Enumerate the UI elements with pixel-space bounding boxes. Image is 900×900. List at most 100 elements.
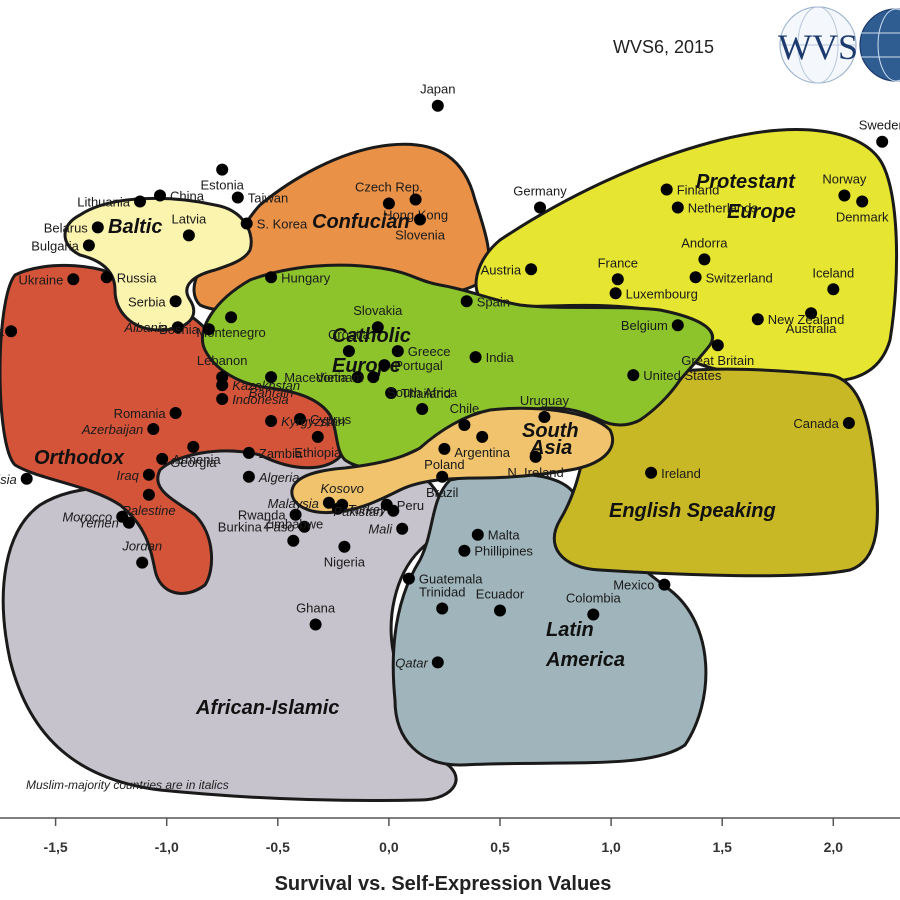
point-lithuania (134, 195, 146, 208)
region-south-asia (290, 406, 614, 515)
label-taiwan: Taiwan (248, 191, 288, 206)
region-label-latin-america-line1: Latin (546, 619, 594, 641)
label-poland: Poland (424, 457, 464, 472)
label-india: India (486, 350, 515, 365)
label-czech-rep: Czech Rep. (355, 180, 423, 195)
point-zimbabwe (287, 534, 300, 547)
label-zambia: Zambia (259, 446, 303, 461)
point-spain (460, 295, 473, 308)
point-latvia (182, 229, 195, 242)
x-tick-label: 1,5 (712, 839, 732, 855)
label-malaysia: Malaysia (268, 496, 319, 511)
label-brazil: Brazil (426, 485, 459, 500)
point-albania (171, 321, 184, 334)
label-cyprus: Cyprus (310, 412, 352, 427)
point-phillipines (458, 544, 471, 557)
point-armenia (156, 452, 169, 465)
label-azerbaijan: Azerbaijan (81, 422, 143, 437)
label-slovenia: Slovenia (395, 228, 446, 243)
label-china: China (170, 189, 205, 204)
label-romania: Romania (114, 406, 167, 421)
point-ireland (645, 466, 658, 479)
point-kazakhstan (216, 379, 229, 392)
label-luxembourg: Luxembourg (626, 286, 698, 301)
point-zambia (242, 446, 255, 459)
wvs-logo-text: WVS (778, 27, 858, 67)
point-brazil (436, 470, 449, 483)
label-palestine: Palestine (122, 503, 175, 518)
point-qatar (431, 656, 444, 669)
point-france (611, 273, 624, 286)
label-lithuania: Lithuania (77, 195, 131, 210)
point-ukraine (67, 273, 80, 286)
point-ecuador (494, 604, 506, 617)
label-new-zealand: New Zealand (768, 312, 845, 327)
x-tick-label: -0,5 (266, 839, 290, 855)
label-ukraine: Ukraine (19, 272, 64, 287)
x-tick-label: 2,0 (824, 839, 844, 855)
label-uruguay: Uruguay (520, 393, 570, 408)
region-layer (0, 128, 899, 803)
label-tunisia: Tunisia (0, 472, 17, 487)
label-bosnia: Bosnia (159, 322, 200, 337)
label-iraq: Iraq (116, 468, 139, 483)
label-hong-kong: Hong Kong (383, 208, 448, 223)
label-macedonia: Macedonia (284, 370, 348, 385)
label-great-britain: Great Britain (681, 353, 754, 368)
point-czech-rep (382, 197, 395, 210)
point-bahrain (265, 371, 278, 384)
point-iceland (827, 283, 840, 296)
label-slovakia: Slovakia (353, 303, 403, 318)
region-label-baltic: Baltic (108, 216, 162, 238)
point-serbia (169, 295, 182, 308)
point-vietnam (367, 371, 380, 384)
point-tunisia (20, 472, 33, 485)
region-protestant-europe (474, 128, 899, 383)
label-chile: Chile (450, 401, 480, 416)
label-burkina-faso: Burkina Faso (218, 520, 295, 535)
point-guatemala (402, 572, 415, 585)
point-mexico (658, 578, 671, 591)
point-germany (534, 201, 546, 214)
label-georgia: Georgia (170, 455, 217, 470)
label-iceland: Iceland (812, 265, 854, 280)
point-ghana (309, 618, 322, 631)
label-algeria: Algeria (258, 470, 299, 485)
label-nigeria: Nigeria (324, 555, 366, 570)
point-bosnia (202, 323, 215, 336)
x-tick-label: 0,0 (379, 839, 399, 855)
label-austria: Austria (481, 262, 522, 277)
label-russia: Russia (117, 270, 158, 285)
label-moldova: Moldova (0, 324, 5, 339)
label-turkey: Turkey (348, 502, 388, 517)
label-kyrgyzstan: Kyrgyzstan (281, 414, 345, 429)
label-estonia: Estonia (201, 178, 245, 193)
point-australia (805, 307, 818, 320)
x-tick-label: -1,5 (44, 839, 68, 855)
point-iraq (142, 468, 155, 481)
point-portugal (378, 359, 391, 372)
label-guatemala: Guatemala (419, 572, 483, 587)
point-chile (458, 419, 471, 431)
label-sweden: Sweden (859, 118, 900, 133)
point-montenegro (225, 311, 238, 324)
label-serbia: Serbia (128, 294, 166, 309)
label-bahrain: Bahrain (249, 385, 294, 400)
label-switzerland: Switzerland (706, 270, 773, 285)
region-label-orthodox: Orthodox (34, 447, 125, 469)
point-nigeria (338, 540, 351, 553)
label-hungary: Hungary (281, 270, 331, 285)
label-germany: Germany (513, 184, 567, 199)
point-georgia (187, 440, 200, 453)
point-belarus (91, 221, 104, 234)
point-colombia (587, 608, 600, 621)
region-label-south-asia-line1: South (522, 420, 579, 442)
point-hong-kong (409, 193, 422, 206)
label-zimbabwe: Zimbabwe (263, 517, 323, 532)
point-uruguay (538, 411, 551, 423)
point-norway (838, 189, 851, 202)
label-yemen: Yemen (78, 516, 118, 531)
wave-label: WVS6, 2015 (613, 37, 714, 57)
point-poland (438, 442, 451, 455)
point-belgium (671, 319, 684, 332)
